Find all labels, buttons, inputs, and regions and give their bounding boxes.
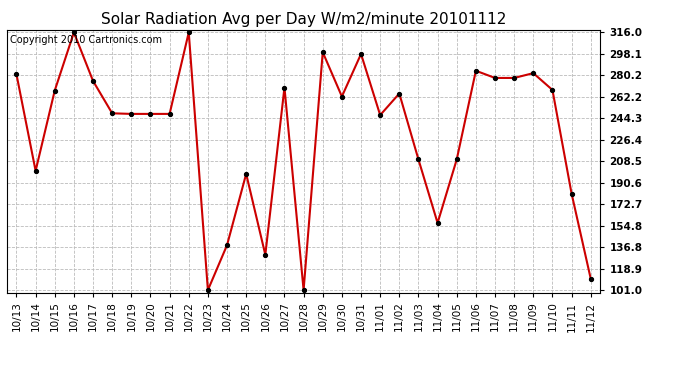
Title: Solar Radiation Avg per Day W/m2/minute 20101112: Solar Radiation Avg per Day W/m2/minute … bbox=[101, 12, 506, 27]
Text: Copyright 2010 Cartronics.com: Copyright 2010 Cartronics.com bbox=[10, 35, 162, 45]
